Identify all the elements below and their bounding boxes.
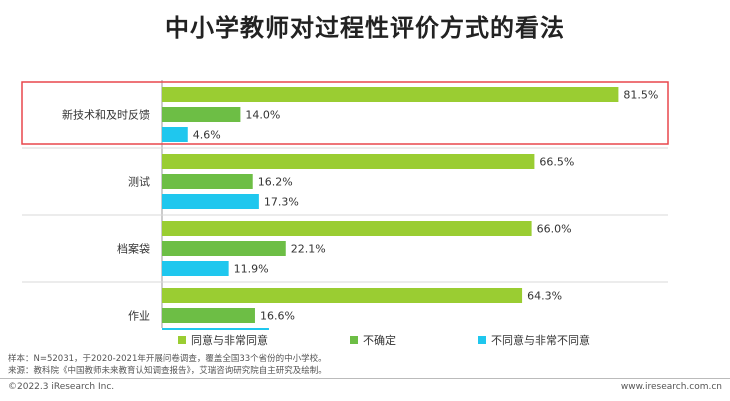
category-label-2: 测试	[128, 176, 150, 189]
legend-label-disagree: 不同意与非常不同意	[491, 334, 590, 347]
bar-3-2	[162, 241, 286, 256]
bar-3-3	[162, 261, 229, 276]
bar-1-2	[162, 107, 241, 122]
chart-legend: 同意与非常同意 不确定 不同意与非常不同意	[0, 332, 730, 350]
data-label-3-2: 22.1%	[291, 243, 326, 256]
category-label-3: 档案袋	[117, 242, 150, 256]
data-label-3-1: 66.0%	[537, 223, 572, 236]
data-label-1-1: 81.5%	[623, 89, 658, 102]
bar-1-1	[162, 87, 619, 102]
data-label-2-2: 16.2%	[258, 176, 293, 189]
legend-item-agree: 同意与非常同意	[178, 332, 268, 348]
bar-chart: 新技术和及时反馈 81.5% 14.0% 4.6% 测试 66.5% 16.2% 17.3% 档…	[21, 80, 669, 331]
legend-item-unsure: 不确定	[350, 332, 396, 348]
data-label-4-3: 19.1%	[274, 330, 309, 331]
legend-label-unsure: 不确定	[363, 334, 396, 347]
footer-copyright: ©2022.3 iResearch Inc.	[8, 382, 115, 392]
bar-4-2	[162, 308, 255, 323]
legend-swatch-agree	[178, 336, 186, 344]
data-label-1-2: 14.0%	[245, 109, 280, 122]
bar-4-3	[162, 328, 269, 330]
source-note: 来源：教科院《中国教师未来教育认知调查报告》，艾瑞咨询研究院自主研究及绘制。	[8, 366, 327, 376]
data-label-2-1: 66.5%	[539, 156, 574, 169]
chart-title: 中小学教师对过程性评价方式的看法	[165, 14, 565, 42]
data-label-4-2: 16.6%	[260, 310, 295, 323]
category-label-4: 作业	[128, 310, 150, 323]
sample-note: 样本：N=52031，于2020-2021年开展问卷调查，覆盖全国33个省份的中…	[8, 354, 327, 364]
legend-swatch-unsure	[350, 336, 358, 344]
category-label-1: 新技术和及时反馈	[62, 108, 150, 122]
bar-3-1	[162, 221, 532, 236]
legend-label-agree: 同意与非常同意	[191, 334, 268, 347]
footer-website: www.iresearch.com.cn	[620, 382, 722, 392]
bar-2-3	[162, 194, 259, 209]
data-label-4-1: 64.3%	[527, 290, 562, 303]
bar-1-3	[162, 127, 188, 142]
bar-4-1	[162, 288, 523, 303]
legend-item-disagree: 不同意与非常不同意	[478, 332, 590, 348]
legend-swatch-disagree	[478, 336, 486, 344]
bar-2-1	[162, 154, 535, 169]
data-label-3-3: 11.9%	[234, 263, 269, 276]
footer-divider	[0, 378, 730, 379]
data-label-2-3: 17.3%	[264, 196, 299, 209]
bar-2-2	[162, 174, 253, 189]
data-label-1-3: 4.6%	[193, 129, 221, 142]
highlight-box	[21, 81, 669, 145]
